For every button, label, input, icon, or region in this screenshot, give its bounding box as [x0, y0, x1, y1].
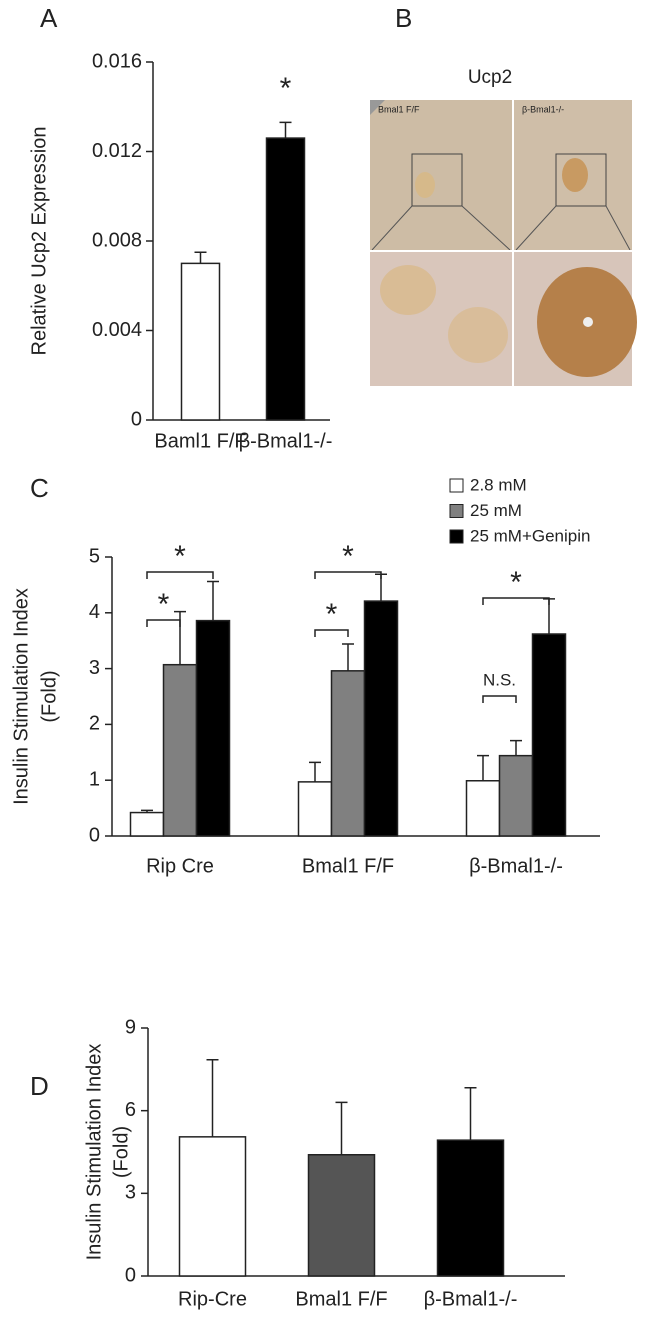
x-tick-label: Baml1 F/F [154, 430, 246, 452]
error-bar [309, 761, 321, 782]
y-tick-label: 0.008 [92, 229, 142, 251]
bracket [482, 695, 517, 703]
bar [265, 137, 306, 421]
vessel [583, 317, 593, 327]
x-tick-label: Bmal1 F/F [295, 1288, 387, 1310]
y-tick-label: 9 [125, 1016, 136, 1038]
bar [129, 811, 165, 837]
bracket [146, 571, 214, 579]
legend-swatch [449, 504, 464, 518]
x-tick-label: β-Bmal1-/- [239, 430, 333, 452]
error-bar [510, 739, 522, 756]
significance: N.S. [483, 670, 516, 689]
y-tick-label: 3 [125, 1182, 136, 1204]
bar [307, 1154, 376, 1277]
y-tick-label: 0.004 [92, 319, 142, 341]
y-axis-label: (Fold) [110, 1126, 132, 1178]
bar [465, 780, 501, 837]
bar [297, 781, 333, 837]
error-bar [194, 251, 207, 264]
x-tick-label: β-Bmal1-/- [424, 1288, 518, 1310]
inset-lines [371, 205, 631, 251]
bar [178, 1136, 247, 1277]
y-tick-label: 0 [89, 824, 100, 846]
bracket [314, 629, 349, 637]
bar [363, 600, 399, 837]
error-bar [207, 580, 219, 621]
y-tick-label: 1 [89, 768, 100, 790]
islet [562, 158, 588, 192]
error-bar [206, 1058, 219, 1137]
y-tick-label: 3 [89, 657, 100, 679]
y-tick-label: 0 [125, 1264, 136, 1286]
micrograph-label: Bmal1 F/F [378, 104, 420, 114]
error-bar [464, 1087, 477, 1141]
bar [180, 262, 221, 421]
y-axis-label: Relative Ucp2 Expression [28, 127, 50, 356]
inset-box [411, 153, 463, 207]
error-bar [477, 754, 489, 781]
legend-swatch [449, 478, 464, 493]
legend-label: 25 mM+Genipin [470, 526, 590, 545]
y-axis-label: (Fold) [38, 670, 60, 722]
bar [330, 670, 366, 837]
x-tick-label: Rip-Cre [178, 1288, 247, 1310]
islet [448, 307, 508, 363]
bar [195, 619, 231, 837]
x-tick-label: Rip Cre [146, 855, 214, 877]
bar [436, 1139, 505, 1277]
significance: * [326, 598, 338, 631]
error-bar [335, 1101, 348, 1155]
bar [531, 633, 567, 837]
error-bar [279, 121, 292, 139]
y-tick-label: 4 [89, 601, 100, 623]
bracket [482, 597, 550, 605]
y-tick-label: 2 [89, 713, 100, 735]
significance: * [510, 566, 522, 599]
significance: * [342, 540, 354, 573]
micrographs: Bmal1 F/F β-Bmal1-/- [370, 100, 637, 386]
significance: * [158, 588, 170, 621]
y-tick-label: 5 [89, 545, 100, 567]
y-tick-label: 0.012 [92, 140, 142, 162]
significance: * [280, 72, 292, 105]
x-tick-label: Bmal1 F/F [302, 855, 394, 877]
y-tick-label: 0.016 [92, 50, 142, 72]
x-tick-label: β-Bmal1-/- [469, 855, 563, 877]
panel-label: B [395, 3, 412, 33]
legend-swatch [449, 529, 464, 544]
y-axis-label: Insulin Stimulation Index [10, 588, 32, 805]
islet [380, 265, 436, 315]
micrograph-title: Ucp2 [468, 67, 512, 88]
panel-label: D [30, 1071, 49, 1101]
micrograph [370, 100, 512, 250]
bar [162, 663, 198, 837]
error-bar [342, 643, 354, 671]
bracket [146, 619, 181, 627]
panel-label: A [40, 3, 58, 33]
y-axis-label: Insulin Stimulation Index [83, 1044, 105, 1261]
y-tick-label: 0 [131, 408, 142, 430]
micrograph-label: β-Bmal1-/- [522, 104, 564, 114]
significance: * [174, 540, 186, 573]
islet [415, 172, 435, 198]
legend-label: 25 mM [470, 501, 522, 520]
corner [370, 100, 385, 115]
bar [498, 754, 534, 837]
legend-label: 2.8 mM [470, 475, 527, 494]
panel-label: C [30, 473, 49, 503]
y-tick-label: 6 [125, 1099, 136, 1121]
inset-box [555, 153, 607, 207]
bracket [314, 571, 382, 579]
